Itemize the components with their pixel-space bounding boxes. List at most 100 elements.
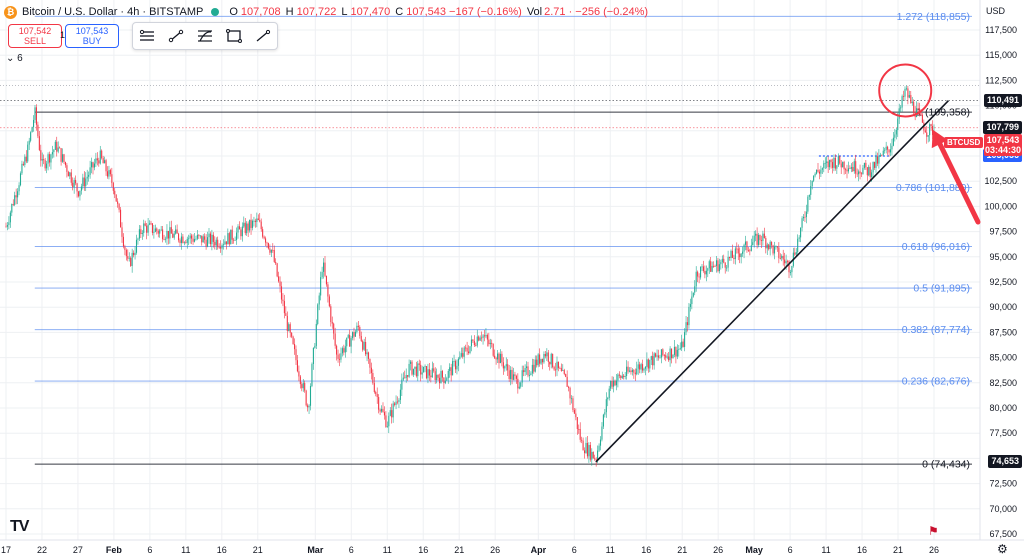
candle-body [781,255,783,259]
candle-body [536,359,538,366]
candle-body [80,186,82,191]
candle-body [599,439,602,446]
candle-body [676,349,678,357]
candle-body [643,368,645,371]
candle-body [193,239,196,242]
candle-body [191,235,193,239]
candle-body [708,261,710,269]
indicator-collapse-toggle[interactable]: ⌄ 6 [6,53,23,64]
candle-body [579,429,581,440]
candle-body [425,366,428,379]
candle-body [816,169,818,174]
symbol-price-tag: BTCUSD [944,137,984,148]
y-tick-label: 90,000 [989,302,1017,312]
candle-body [53,149,55,153]
candle-body [669,348,671,361]
candle-body [141,232,143,235]
candle-body [556,361,558,370]
candle-body [238,226,240,230]
candle-body [251,220,254,228]
candle-body [44,160,46,169]
x-tick-label: 21 [893,545,903,555]
sell-button[interactable]: 107,542 SELL [8,24,62,48]
candle-body [755,233,757,236]
candle-body [386,426,388,428]
candle-body [808,194,810,197]
candle-body [137,238,139,240]
candle-body [75,179,77,184]
candle-body [592,451,594,459]
candle-body [415,366,417,377]
candle-body [568,386,570,388]
candle-body [887,146,889,150]
horizontal-lines-icon[interactable] [135,25,159,47]
symbol-title[interactable]: Bitcoin / U.S. Dollar · 4h · BITSTAMP [22,6,204,18]
candle-body [715,260,718,267]
buy-button[interactable]: 107,543 BUY [65,24,119,48]
candle-body [911,101,913,104]
currency-label[interactable]: USD [986,6,1006,16]
y-tick-label: 95,000 [989,252,1017,262]
gear-icon[interactable]: ⚙ [997,542,1008,556]
candle-body [320,277,322,296]
candle-body [779,258,781,259]
rectangle-icon[interactable] [222,25,246,47]
x-tick-label: 6 [349,545,354,555]
highlight-circle [878,63,933,118]
candle-body [485,334,487,337]
candle-body [338,358,341,360]
fib-icon[interactable] [193,25,217,47]
candle-body [615,380,617,386]
candle-body [512,374,515,380]
y-tick-label: 117,500 [985,25,1017,35]
candle-body [932,126,934,136]
candle-body [82,177,84,187]
candle-body [192,238,194,242]
candle-body [324,262,326,276]
candle-body [631,369,633,373]
candle-body [11,204,13,213]
candle-body [834,157,836,169]
flag-icon[interactable]: ⚑ [928,524,939,538]
price-scale-label: 74,653 [988,455,1022,469]
candle-body [479,337,481,341]
candle-body [453,361,455,362]
candle-body [685,322,687,333]
candle-body [730,250,732,258]
fib-level-label: 0.786 (101,880) [896,182,970,194]
x-tick-label: 21 [253,545,263,555]
candle-body [470,339,472,347]
candle-body [652,356,654,366]
candle-body [483,335,486,337]
tradingview-logo[interactable]: TV [10,518,29,535]
candle-body [347,335,349,338]
candle-body [263,236,265,239]
candle-body [805,211,807,218]
annotation-arrow [936,139,981,225]
candle-body [269,248,271,253]
x-tick-label: 16 [641,545,651,555]
candle-body [456,365,458,370]
candle-body [186,238,188,243]
fib-level-label: 0.5 (91,895) [913,283,970,295]
candle-body [410,361,412,364]
candle-body [391,410,393,418]
close-value: 107,543 −167 (−0.16%) [406,6,522,18]
candle-body [541,358,544,363]
candle-body [895,130,897,135]
candle-body [204,236,206,240]
candle-body [366,352,368,355]
candle-body [48,154,51,163]
candle-body [849,168,851,170]
line-icon[interactable] [251,25,275,47]
candle-body [904,88,906,97]
candle-body [814,173,816,176]
candle-body [553,366,555,370]
candle-body [655,353,657,357]
trend-line-icon[interactable] [164,25,188,47]
candle-body [595,458,597,461]
candle-body [775,246,777,248]
candle-body [98,160,100,164]
candle-body [684,332,686,347]
